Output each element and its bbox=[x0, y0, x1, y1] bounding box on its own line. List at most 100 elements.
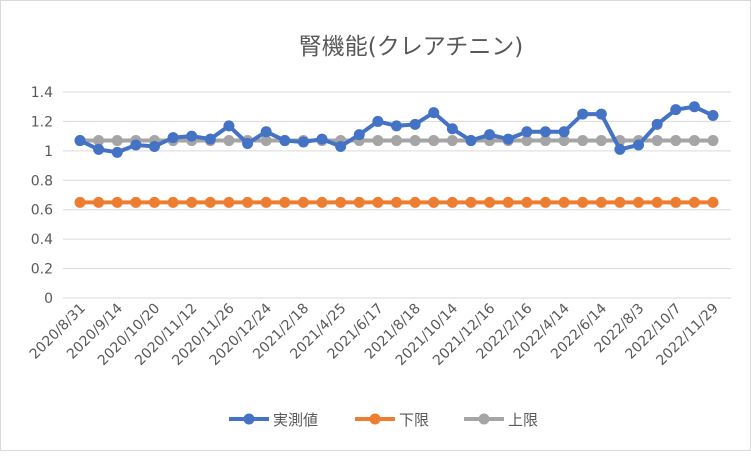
y-tick-label: 0.4 bbox=[31, 232, 53, 248]
data-point bbox=[167, 196, 179, 208]
y-tick-label: 0.8 bbox=[31, 173, 53, 189]
data-point bbox=[595, 135, 607, 147]
data-point bbox=[465, 196, 477, 208]
data-point bbox=[353, 196, 365, 208]
data-point bbox=[279, 196, 291, 208]
legend-label: 下限 bbox=[399, 411, 429, 429]
data-point bbox=[577, 108, 589, 120]
data-point bbox=[391, 120, 402, 132]
data-point bbox=[260, 135, 272, 147]
data-point bbox=[539, 126, 551, 138]
data-point bbox=[428, 107, 440, 119]
series-0 bbox=[74, 101, 719, 158]
data-point bbox=[223, 120, 235, 132]
data-point bbox=[558, 135, 570, 147]
data-point bbox=[242, 138, 254, 149]
data-point bbox=[93, 135, 105, 147]
y-tick-label: 0.6 bbox=[31, 203, 53, 219]
data-point bbox=[111, 196, 123, 208]
data-point bbox=[204, 196, 216, 208]
data-point bbox=[409, 118, 421, 130]
data-point bbox=[446, 196, 458, 208]
data-point bbox=[521, 196, 533, 208]
y-tick-label: 1.4 bbox=[31, 85, 53, 101]
data-point bbox=[297, 136, 309, 148]
legend-item: 実測値 bbox=[229, 411, 318, 429]
data-point bbox=[409, 135, 421, 147]
data-point bbox=[670, 196, 682, 208]
data-point bbox=[651, 135, 663, 147]
data-point bbox=[502, 196, 514, 208]
data-point bbox=[707, 196, 719, 208]
legend-marker bbox=[478, 413, 490, 425]
chart-title: 腎機能(クレアチニン) bbox=[299, 34, 524, 60]
data-point bbox=[633, 139, 645, 151]
data-point bbox=[446, 123, 458, 135]
data-point bbox=[633, 196, 645, 208]
y-tick-label: 0.2 bbox=[31, 262, 53, 278]
data-point bbox=[223, 196, 235, 208]
data-point bbox=[577, 135, 589, 147]
data-point bbox=[670, 135, 682, 147]
data-point bbox=[316, 196, 328, 208]
data-point bbox=[614, 196, 626, 208]
data-point bbox=[93, 143, 105, 155]
data-point bbox=[335, 196, 347, 208]
data-point bbox=[428, 196, 440, 208]
legend-item: 下限 bbox=[355, 411, 429, 429]
data-point bbox=[260, 196, 272, 208]
data-point bbox=[297, 196, 309, 208]
data-point bbox=[651, 118, 663, 130]
data-point bbox=[148, 196, 160, 208]
data-point bbox=[707, 135, 719, 147]
data-point bbox=[558, 196, 570, 208]
data-point bbox=[335, 140, 347, 152]
data-point bbox=[539, 196, 551, 208]
data-point bbox=[614, 143, 626, 155]
data-point bbox=[260, 126, 272, 138]
data-point bbox=[595, 196, 607, 208]
data-point bbox=[130, 196, 142, 208]
data-point bbox=[502, 133, 514, 145]
data-point bbox=[130, 139, 142, 151]
data-point bbox=[670, 104, 682, 116]
y-tick-label: 1 bbox=[44, 144, 53, 160]
legend-marker bbox=[243, 413, 255, 425]
data-point bbox=[316, 133, 328, 145]
series-1 bbox=[74, 196, 719, 208]
data-point bbox=[372, 196, 384, 208]
data-point bbox=[372, 135, 384, 147]
data-point bbox=[204, 133, 216, 145]
legend-label: 上限 bbox=[508, 411, 538, 429]
data-point bbox=[521, 126, 533, 138]
data-point bbox=[577, 196, 589, 208]
data-point bbox=[167, 132, 179, 144]
data-point bbox=[148, 140, 160, 152]
data-point bbox=[111, 146, 123, 158]
legend-marker bbox=[369, 413, 381, 425]
data-point bbox=[707, 110, 719, 122]
data-point bbox=[595, 108, 607, 120]
y-tick-label: 1.2 bbox=[31, 114, 53, 130]
data-point bbox=[688, 101, 700, 113]
data-point bbox=[428, 135, 440, 147]
data-point bbox=[242, 196, 254, 208]
data-point bbox=[484, 196, 496, 208]
data-point bbox=[279, 135, 291, 147]
data-point bbox=[93, 196, 105, 208]
legend-label: 実測値 bbox=[273, 411, 318, 429]
data-point bbox=[186, 196, 198, 208]
data-point bbox=[446, 135, 458, 147]
data-point bbox=[484, 129, 496, 141]
data-point bbox=[372, 115, 384, 127]
data-point bbox=[539, 135, 551, 147]
data-point bbox=[74, 196, 86, 208]
data-point bbox=[688, 196, 700, 208]
data-point bbox=[409, 196, 421, 208]
data-point bbox=[391, 196, 402, 208]
y-tick-label: 0 bbox=[44, 291, 53, 307]
data-point bbox=[465, 135, 477, 147]
data-point bbox=[353, 129, 365, 141]
